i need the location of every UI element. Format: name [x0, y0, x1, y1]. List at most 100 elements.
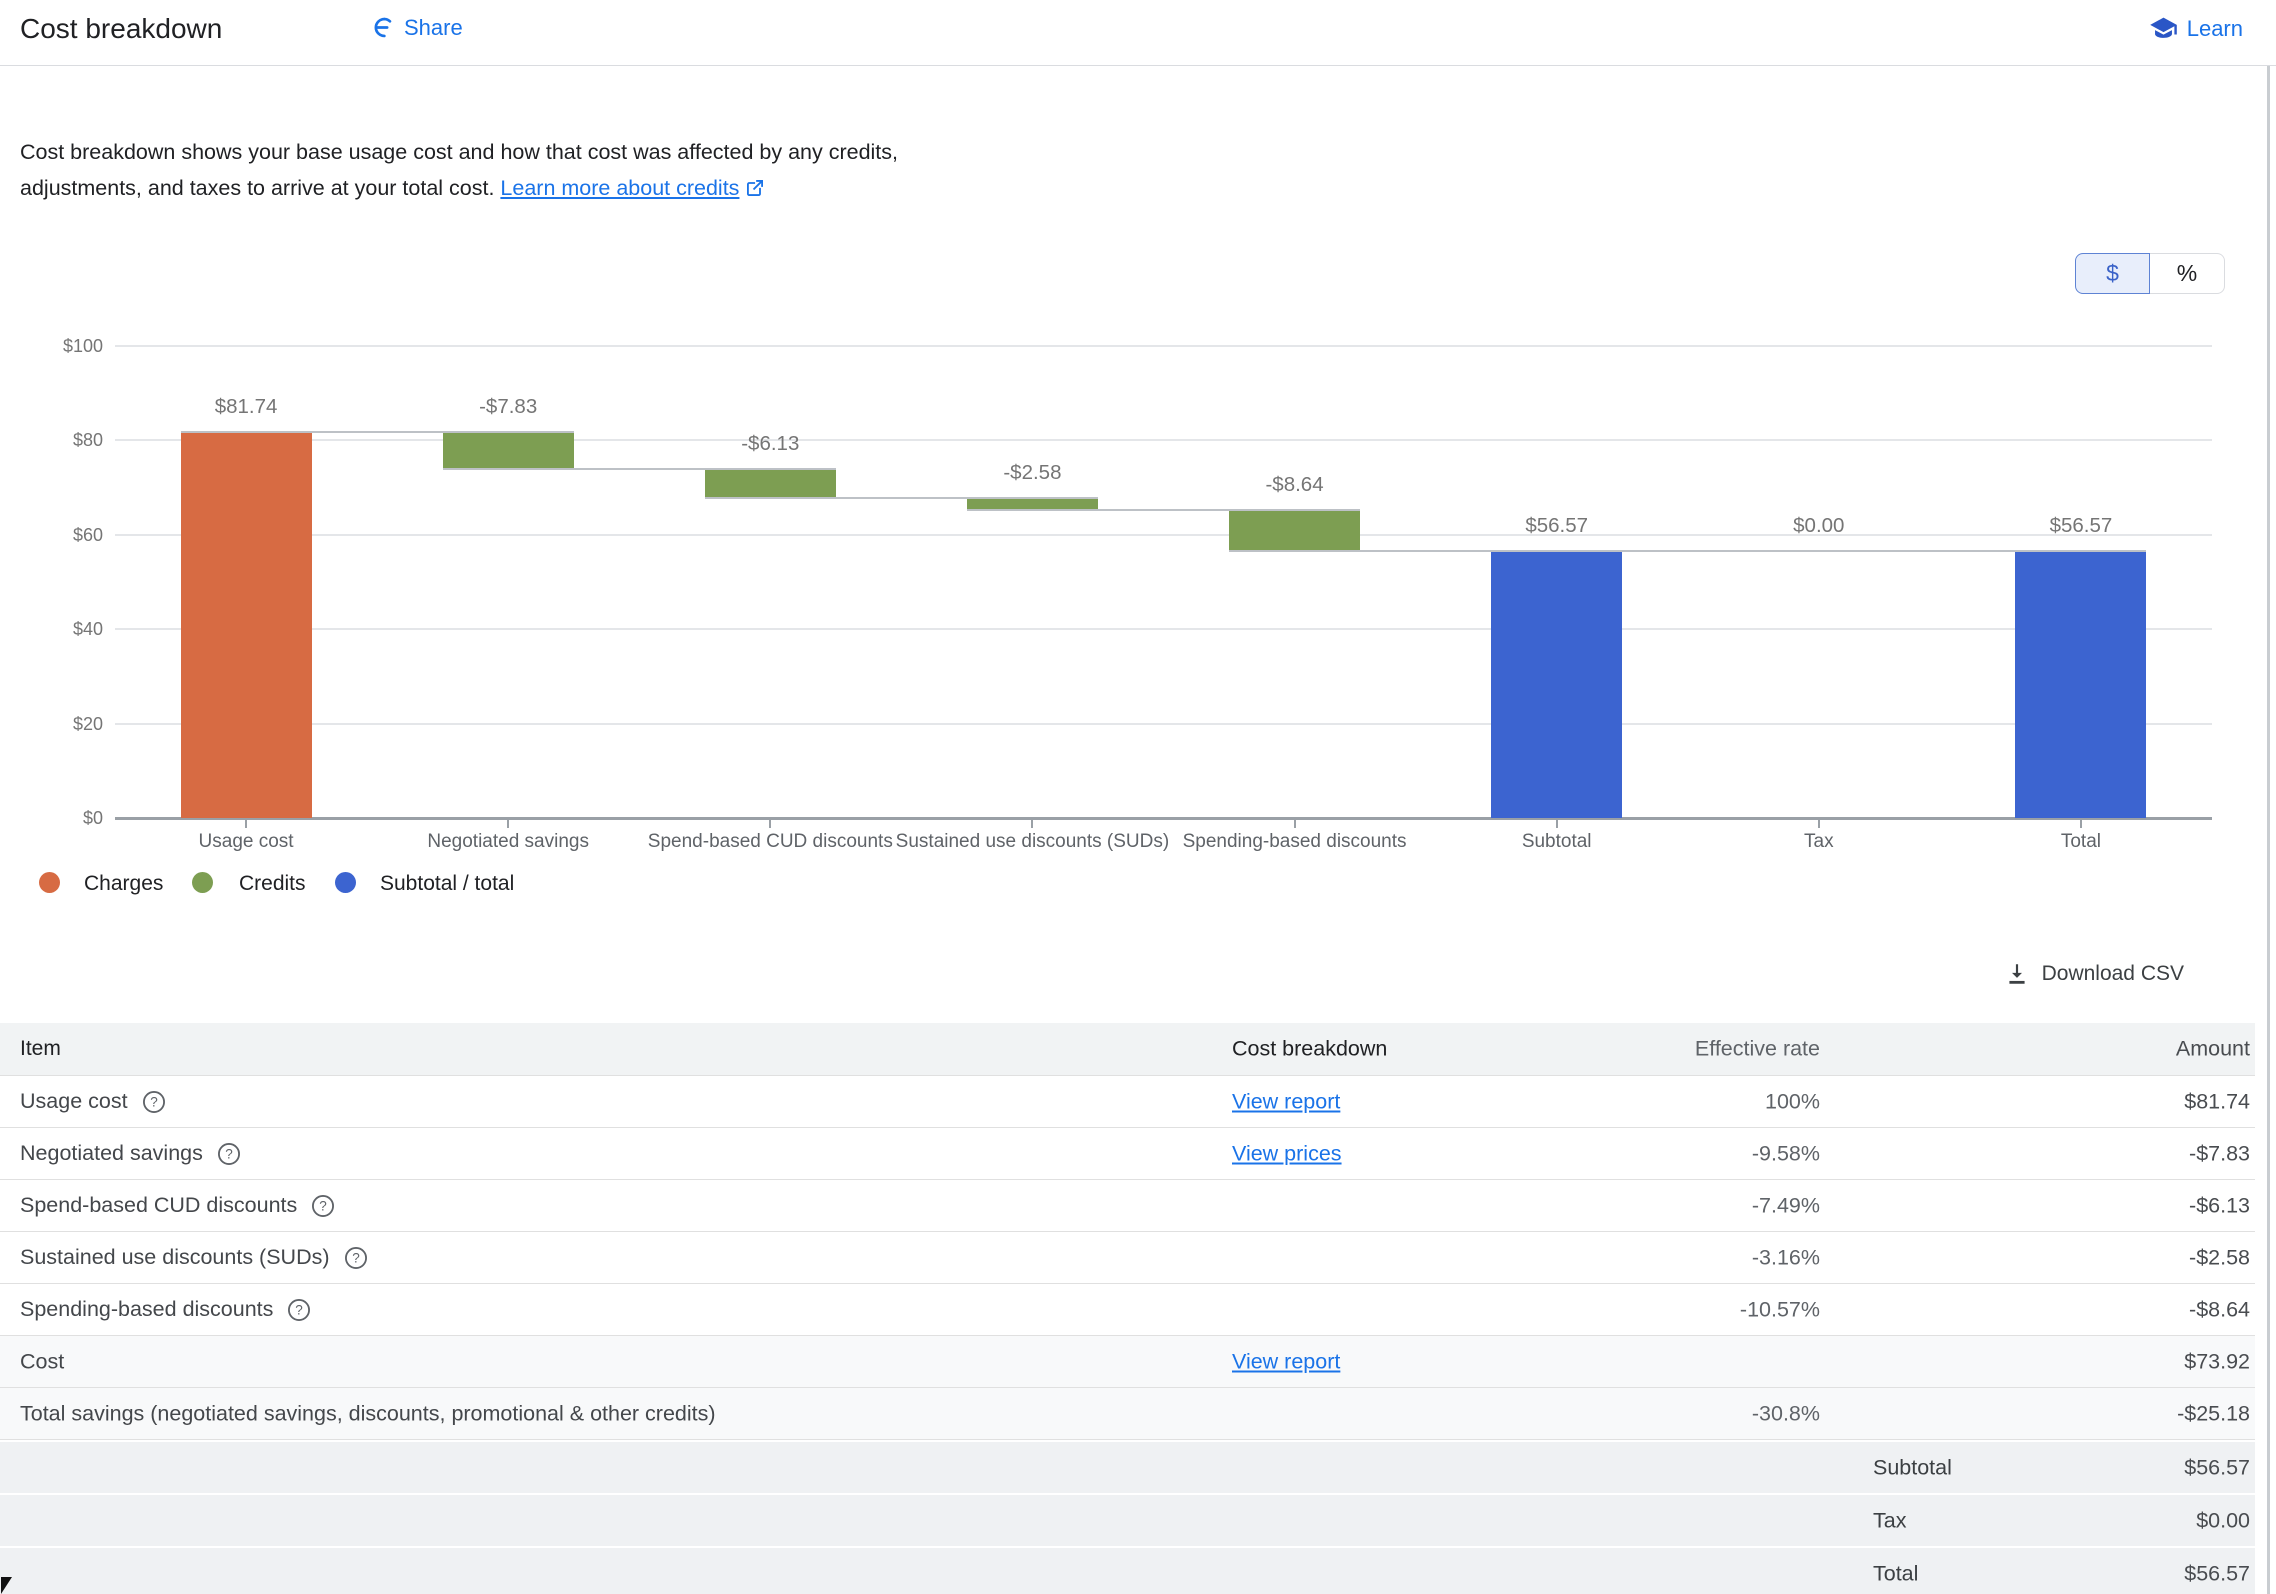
help-icon[interactable]: ?	[216, 1141, 242, 1167]
download-csv-button[interactable]: Download CSV	[1998, 960, 2190, 988]
axis-label-total: Total	[2060, 831, 2101, 852]
item-text: Sustained use discounts (SUDs)	[20, 1245, 330, 1269]
summary-label: Total	[1873, 1561, 1919, 1585]
table-row: Sustained use discounts (SUDs)? -3.16% -$2…	[0, 1232, 2255, 1284]
bar-value-label: $56.57	[2049, 513, 2113, 537]
effective-rate-value: -3.16%	[1751, 1245, 1820, 1269]
bar-usage-cost[interactable]	[180, 432, 312, 818]
bar-spend-based-cud-discounts[interactable]	[704, 469, 836, 499]
gridline	[115, 722, 2212, 725]
bar-spending-based-discounts[interactable]	[1229, 510, 1361, 551]
page-title: Cost breakdown	[20, 13, 223, 44]
y-axis-tick-label: $100	[62, 336, 103, 356]
help-icon[interactable]: ?	[310, 1193, 336, 1219]
axis-label-spend-based-cud-discounts: Spend-based CUD discounts	[647, 831, 893, 852]
table-row: Spending-based discounts? -10.57% -$8.64	[0, 1284, 2255, 1336]
mouse-cursor	[1, 1577, 12, 1594]
percent-toggle-button[interactable]: %	[2150, 253, 2225, 294]
effective-rate-value: -9.58%	[1751, 1141, 1820, 1165]
y-axis-tick-label: $0	[82, 808, 103, 828]
item-text: Usage cost	[20, 1089, 128, 1113]
graduation-cap-icon	[2149, 14, 2178, 43]
svg-text:?: ?	[150, 1094, 158, 1109]
view-report-link[interactable]: View report	[1232, 1349, 1341, 1373]
learn-button[interactable]: Learn	[2149, 14, 2243, 43]
legend-label: Subtotal / total	[380, 872, 515, 895]
bar-negotiated-savings[interactable]	[442, 432, 574, 470]
axis-label-usage-cost: Usage cost	[198, 831, 294, 852]
amount-value: $81.74	[2184, 1089, 2250, 1113]
amount-value: -$2.58	[2189, 1245, 2250, 1269]
x-axis-tick	[1817, 818, 1820, 828]
item-text: Spending-based discounts	[20, 1297, 274, 1321]
item-text: Negotiated savings	[20, 1141, 203, 1165]
view-report-link[interactable]: View report	[1232, 1089, 1341, 1113]
amount-value: -$8.64	[2189, 1297, 2250, 1321]
summary-label: Tax	[1873, 1508, 1907, 1532]
x-axis-tick	[2079, 818, 2082, 828]
x-axis-tick	[1555, 818, 1558, 828]
help-icon[interactable]: ?	[141, 1089, 167, 1115]
bar-value-label: -$2.58	[1003, 461, 1062, 485]
help-icon[interactable]: ?	[286, 1297, 312, 1323]
axis-label-negotiated-savings: Negotiated savings	[427, 831, 589, 852]
summary-amount: $56.57	[2184, 1561, 2250, 1585]
summary-row-tax: Tax $0.00	[0, 1493, 2255, 1546]
item-label: Cost	[20, 1349, 64, 1374]
column-header-cost-breakdown: Cost breakdown	[1232, 1036, 1388, 1061]
bar-sustained-use-discounts-suds[interactable]	[966, 498, 1098, 511]
item-label: Negotiated savings?	[20, 1141, 242, 1167]
cost-table: Item Cost breakdown Effective rate Amount Us…	[0, 1023, 2255, 1594]
gridline	[115, 628, 2212, 631]
bar-value-label: $81.74	[214, 395, 278, 419]
x-axis-tick	[507, 818, 510, 828]
share-button[interactable]: Share	[368, 14, 463, 41]
gridline	[115, 533, 2212, 536]
amount-value: -$6.13	[2189, 1193, 2250, 1217]
effective-rate-value: 100%	[1765, 1089, 1820, 1113]
summary-amount: $56.57	[2184, 1455, 2250, 1479]
bar-value-label: -$7.83	[479, 395, 538, 419]
help-icon[interactable]: ?	[343, 1245, 369, 1271]
svg-text:?: ?	[352, 1250, 360, 1265]
legend-label: Charges	[84, 872, 164, 895]
legend-dot-subtotal-total	[335, 872, 356, 893]
currency-toggle: $ %	[2075, 253, 2225, 294]
legend-dot-charges	[39, 872, 60, 893]
effective-rate-value: -10.57%	[1739, 1297, 1820, 1321]
dollar-toggle-button[interactable]: $	[2075, 253, 2150, 294]
summary-label: Subtotal	[1873, 1455, 1952, 1479]
column-header-item: Item	[20, 1037, 61, 1060]
y-axis-tick-label: $80	[72, 430, 103, 451]
y-axis-tick-label: $60	[72, 524, 103, 545]
link-icon	[368, 14, 395, 41]
bar-subtotal[interactable]	[1491, 550, 1623, 818]
scrollbar[interactable]	[2267, 66, 2270, 1594]
learn-more-credits-link[interactable]: Learn more about credits	[500, 176, 765, 200]
x-axis-tick	[1031, 818, 1034, 828]
item-label: Usage cost?	[20, 1089, 167, 1115]
item-text: Total savings (negotiated savings, disco…	[20, 1401, 716, 1425]
x-axis-tick	[1293, 818, 1296, 828]
item-label: Spending-based discounts?	[20, 1297, 312, 1323]
item-label: Spend-based CUD discounts?	[20, 1193, 336, 1219]
summary-row-total: Total $56.57	[0, 1546, 2255, 1594]
table-header-row: Item Cost breakdown Effective rate Amount	[0, 1023, 2255, 1076]
bar-value-label: $56.57	[1525, 513, 1589, 537]
axis-label-tax: Tax	[1804, 831, 1834, 852]
y-axis-tick-label: $20	[72, 713, 103, 734]
x-axis-tick	[245, 818, 248, 828]
table-row: Total savings (negotiated savings, disco…	[0, 1388, 2255, 1440]
bar-value-label: $0.00	[1793, 513, 1845, 537]
download-icon	[2004, 961, 2030, 987]
effective-rate-value: -7.49%	[1751, 1193, 1820, 1217]
bar-total[interactable]	[2015, 550, 2147, 818]
x-axis-tick	[769, 818, 772, 828]
gridline	[115, 439, 2212, 442]
item-label: Total savings (negotiated savings, disco…	[20, 1401, 716, 1426]
item-text: Cost	[20, 1349, 65, 1373]
view-prices-link[interactable]: View prices	[1232, 1141, 1342, 1165]
table-row: Usage cost? View report 100% $81.74	[0, 1076, 2255, 1128]
table-row: Negotiated savings? View prices -9.58% -$7.…	[0, 1128, 2255, 1180]
